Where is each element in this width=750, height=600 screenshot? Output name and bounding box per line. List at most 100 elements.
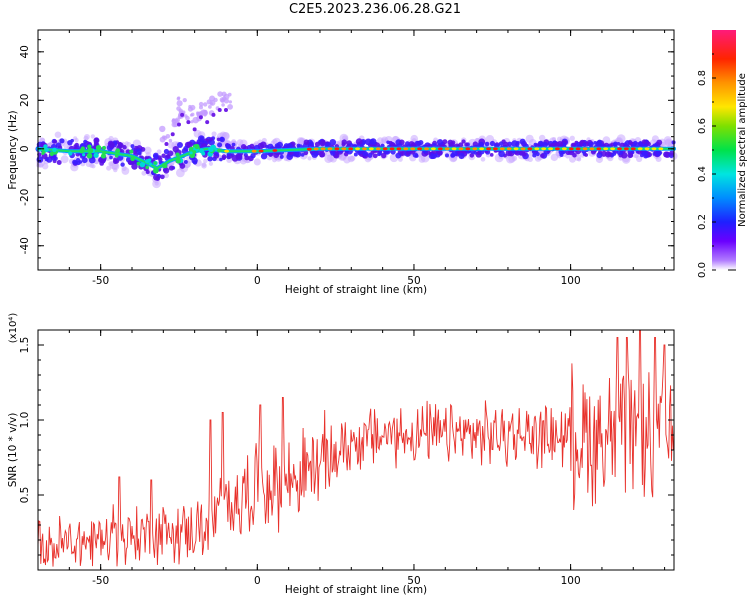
colorbar-tick-label: 0.8	[697, 70, 708, 86]
snr-ticks: -50 0 50 100 0.5 1.0 1.5	[19, 330, 674, 587]
colorbar-gradient	[712, 30, 736, 270]
trace-point	[638, 141, 644, 147]
y-tick-label: 40	[19, 45, 31, 58]
trace-point	[155, 175, 161, 181]
x-tick-label: 0	[254, 575, 261, 587]
trace-halo-point	[272, 138, 278, 145]
trace-halo-point	[203, 158, 208, 164]
trace-point	[260, 153, 268, 160]
trace-blob	[217, 148, 222, 153]
trace-peak-point	[272, 149, 278, 152]
trace-peak-point	[589, 147, 595, 151]
branch-halo-point	[198, 101, 204, 107]
trace-halo-point	[74, 138, 79, 143]
trace-point	[216, 137, 221, 142]
branch-halo-point	[227, 92, 232, 97]
trace-halo-point	[635, 155, 643, 163]
trace-peak-point	[430, 147, 436, 151]
x-tick-label: 100	[561, 275, 581, 287]
trace-blob	[43, 144, 48, 149]
trace-halo-point	[538, 134, 546, 142]
trace-point	[395, 152, 402, 159]
trace-blob	[44, 147, 49, 153]
branch-halo-point	[165, 134, 171, 139]
trace-blob	[129, 149, 134, 154]
x-tick-label: 100	[561, 575, 581, 587]
trace-point	[442, 139, 448, 145]
trace-peak-point	[596, 147, 602, 151]
y-tick-label: 0	[19, 145, 31, 152]
trace-peak-point	[520, 147, 526, 151]
trace-point	[53, 139, 58, 144]
branch-halo-point	[221, 96, 227, 101]
trace-halo-point	[144, 146, 152, 155]
trace-halo-point	[410, 134, 419, 143]
y-tick-label: 1.0	[19, 412, 31, 429]
trace-point	[464, 142, 469, 147]
trace-halo-point	[569, 135, 575, 141]
trace-point	[489, 140, 496, 147]
trace-peak-point	[513, 147, 519, 151]
branch-halo-point	[203, 102, 208, 107]
branch-halo-point	[168, 138, 173, 143]
trace-peak-point	[541, 147, 547, 151]
trace-point	[160, 174, 165, 180]
trace-point	[436, 139, 444, 146]
trace-point	[473, 150, 478, 155]
trace-point	[571, 143, 576, 148]
trace-blob	[68, 151, 73, 156]
colorbar-tick-label: 0.4	[697, 166, 708, 182]
trace-point	[207, 156, 213, 162]
branch-point	[170, 132, 175, 137]
branch-point	[223, 108, 228, 112]
trace-point	[260, 141, 267, 149]
trace-peak-point	[306, 147, 312, 151]
trace-point	[584, 153, 589, 157]
y-tick-label: -40	[19, 237, 31, 254]
trace-peak-point	[382, 147, 388, 151]
trace-point	[100, 157, 107, 163]
trace-point	[219, 157, 223, 162]
trace-point	[56, 160, 62, 165]
trace-point	[225, 143, 232, 150]
trace-point	[244, 155, 250, 161]
branch-halo-point	[173, 121, 179, 128]
trace-blob	[100, 153, 107, 159]
trace-point	[209, 137, 213, 142]
trace-point	[505, 149, 513, 157]
trace-point	[641, 139, 647, 145]
trace-halo-point	[211, 131, 217, 137]
trace-peak-point	[313, 147, 319, 151]
trace-blob	[152, 167, 159, 174]
trace-peak-point	[630, 147, 636, 151]
trace-point	[329, 138, 337, 146]
trace-point	[153, 154, 159, 160]
trace-halo-point	[84, 133, 90, 140]
trace-peak-point	[555, 147, 560, 151]
trace-blob	[102, 145, 106, 150]
trace-point	[430, 152, 438, 160]
branch-halo-point	[171, 119, 175, 123]
trace-blob	[201, 151, 206, 156]
colorbar: 0.0 0.2 0.4 0.6 0.8 Normalized spectral ampl…	[697, 30, 748, 278]
y-tick-label: 0.5	[19, 487, 31, 504]
spectrogram-ticks: -50 0 50 100 40 20 0 -20 -40	[19, 30, 674, 287]
trace-peak-point	[472, 147, 478, 151]
colorbar-tick-label: 0.2	[697, 214, 708, 230]
trace-peak-point	[403, 147, 409, 151]
trace-peak-point	[355, 147, 360, 151]
trace-halo-point	[163, 172, 169, 179]
branch-halo-point	[190, 120, 194, 124]
trace-peak-point	[224, 149, 230, 153]
trace-point	[163, 167, 170, 174]
trace-point	[125, 149, 131, 155]
trace-halo-point	[42, 163, 49, 170]
trace-point	[355, 138, 363, 145]
trace-point	[380, 143, 385, 148]
trace-halo-point	[236, 139, 244, 146]
trace-point	[533, 142, 538, 147]
trace-point	[362, 150, 368, 157]
trace-point	[132, 150, 137, 155]
trace-point	[469, 153, 475, 158]
